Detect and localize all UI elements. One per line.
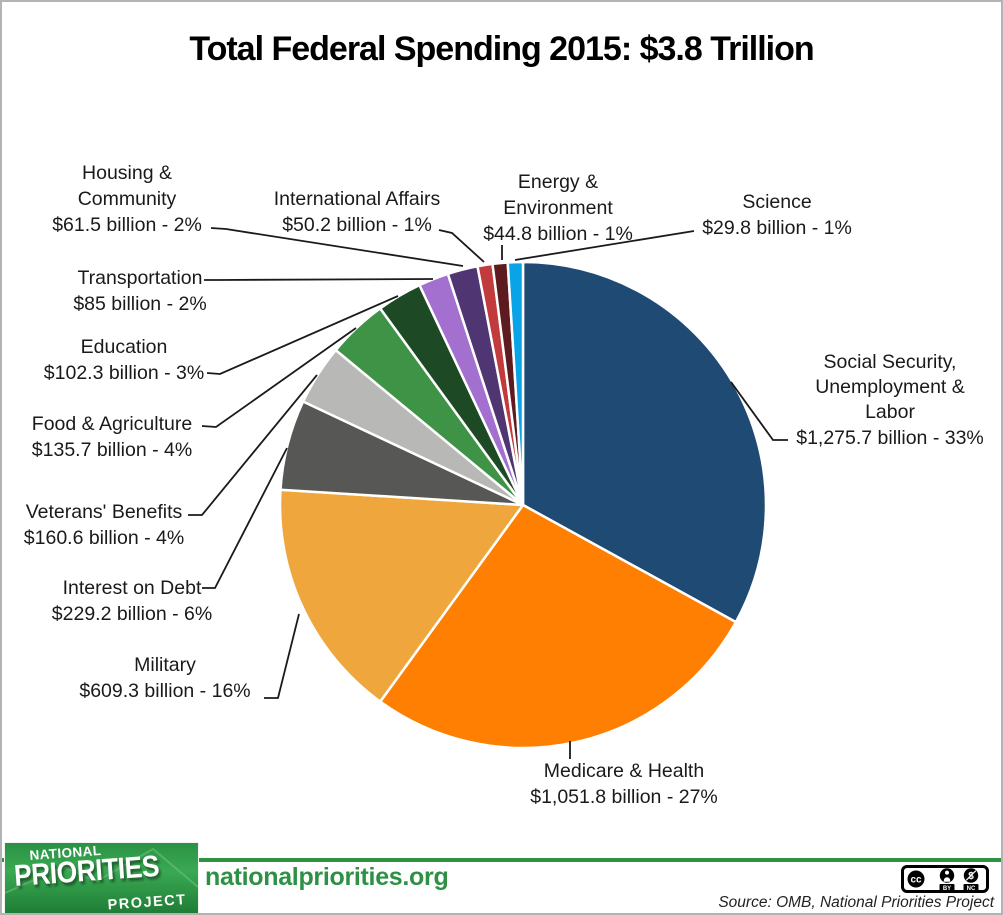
slice-label-interest-on-debt: Interest on Debt xyxy=(63,577,202,599)
slice-label-social-security-unemployment-labor: $1,275.7 billion - 33% xyxy=(796,427,984,449)
leader-line-science xyxy=(514,230,695,261)
website-link[interactable]: nationalpriorities.org xyxy=(205,863,449,891)
leader-line-interest-on-debt xyxy=(202,447,288,589)
cc-nc-icon: $ NC xyxy=(963,868,979,892)
slice-label-education: $102.3 billion - 3% xyxy=(44,362,204,384)
pie-slice-science xyxy=(506,260,525,507)
slice-label-science: $29.8 billion - 1% xyxy=(702,217,852,239)
svg-text:cc: cc xyxy=(910,875,922,886)
slice-label-transportation: $85 billion - 2% xyxy=(73,293,206,315)
slice-label-interest-on-debt: $229.2 billion - 6% xyxy=(52,603,212,625)
slice-label-medicare-health: $1,051.8 billion - 27% xyxy=(530,786,718,808)
pie-slice-social-security-unemployment-labor xyxy=(521,260,768,624)
leader-line-veterans-benefits xyxy=(188,374,318,516)
leader-line-military xyxy=(264,613,300,699)
slice-label-energy-environment: Energy & xyxy=(518,171,598,193)
slice-label-housing-community: $61.5 billion - 2% xyxy=(52,214,202,236)
chart-title: Total Federal Spending 2015: $3.8 Trilli… xyxy=(189,30,814,68)
slice-label-military: Military xyxy=(134,654,196,676)
slice-label-energy-environment: $44.8 billion - 1% xyxy=(483,223,633,245)
source-attribution: Source: OMB, National Priorities Project xyxy=(718,894,994,911)
pie-slice-medicare-health xyxy=(378,503,738,750)
slice-label-housing-community: Housing & xyxy=(82,162,172,184)
svg-text:$: $ xyxy=(968,871,974,882)
leader-line-transportation xyxy=(204,278,434,281)
slice-label-veterans-benefits: Veterans' Benefits xyxy=(26,501,183,523)
slice-label-veterans-benefits: $160.6 billion - 4% xyxy=(24,527,184,549)
leader-line-food-agriculture xyxy=(201,327,357,428)
slice-label-food-agriculture: $135.7 billion - 4% xyxy=(32,439,192,461)
slice-label-military: $609.3 billion - 16% xyxy=(79,680,250,702)
slice-label-social-security-unemployment-labor: Social Security, xyxy=(824,351,957,373)
svg-text:NC: NC xyxy=(967,886,976,892)
svg-text:BY: BY xyxy=(943,886,951,892)
slice-label-medicare-health: Medicare & Health xyxy=(544,760,704,782)
leader-line-international-affairs xyxy=(438,229,485,263)
cc-by-icon: BY xyxy=(939,868,955,892)
slice-label-energy-environment: Environment xyxy=(503,197,613,219)
leader-line-education xyxy=(206,295,399,375)
logo-chartline-icon xyxy=(5,847,198,894)
slice-label-food-agriculture: Food & Agriculture xyxy=(32,413,192,435)
footer-divider-line xyxy=(2,858,1001,862)
slice-label-international-affairs: International Affairs xyxy=(274,188,441,210)
slice-label-social-security-unemployment-labor: Labor xyxy=(865,401,915,423)
leader-line-social-security-unemployment-labor xyxy=(730,381,788,441)
pie-chart: Social Security, Unemployment & Labor $1,27… xyxy=(24,162,984,808)
leader-line-housing-community xyxy=(210,227,464,267)
slice-label-transportation: Transportation xyxy=(77,267,202,289)
slice-label-education: Education xyxy=(81,336,168,358)
npp-logo: NATIONAL PRIORITIES PROJECT xyxy=(5,843,198,913)
slice-label-social-security-unemployment-labor: Unemployment & xyxy=(815,376,965,398)
slice-label-housing-community: Community xyxy=(78,188,177,210)
slice-label-science: Science xyxy=(742,191,811,213)
cc-icon: cc xyxy=(907,870,925,888)
slice-label-international-affairs: $50.2 billion - 1% xyxy=(282,214,432,236)
pie-slice-military xyxy=(278,488,525,703)
cc-by-nc-badge[interactable]: cc BY $ NC xyxy=(901,865,989,893)
